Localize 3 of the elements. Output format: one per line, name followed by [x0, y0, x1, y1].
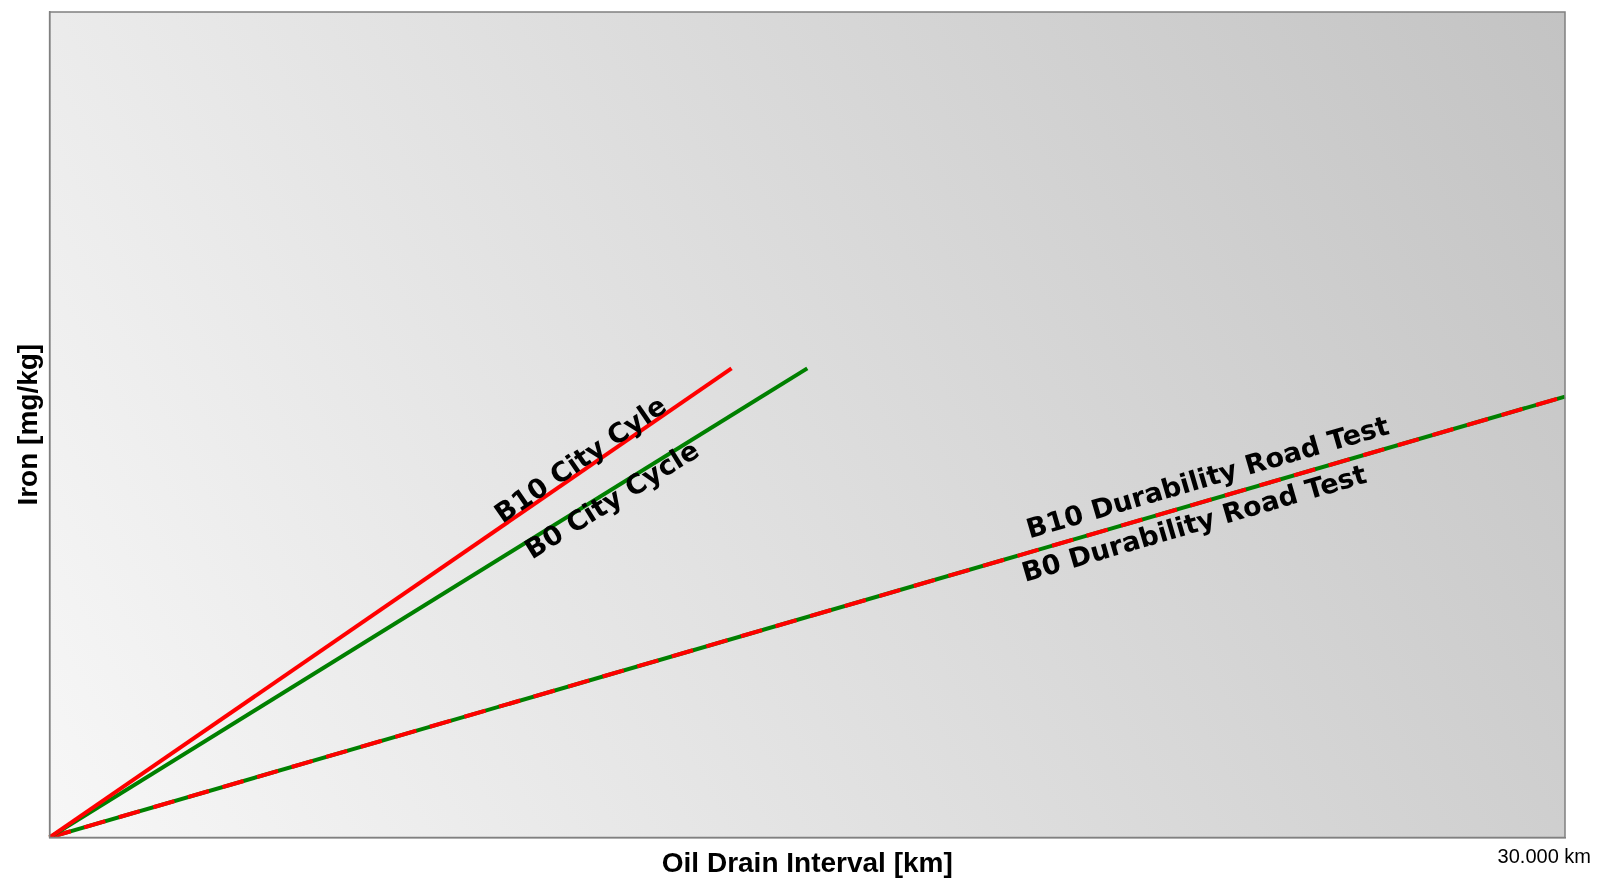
y-axis-title: Iron [mg/kg]: [11, 343, 43, 506]
text: 30.000 km: [1497, 844, 1591, 867]
x-axis-title: Oil Drain Interval [km]: [661, 846, 953, 878]
